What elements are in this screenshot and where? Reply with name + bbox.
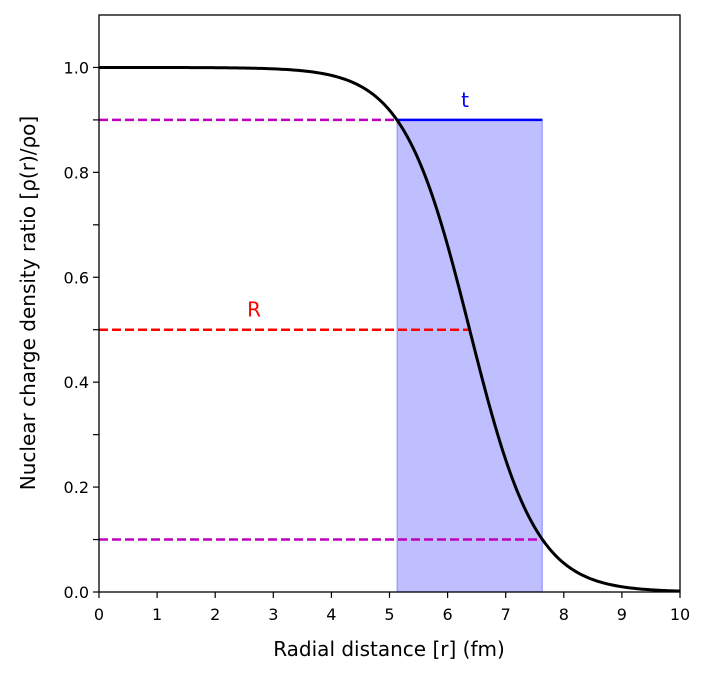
y-tick-label: 0.0 xyxy=(64,583,89,602)
x-tick-label: 9 xyxy=(617,605,627,624)
x-tick-label: 5 xyxy=(384,605,394,624)
y-tick-label: 0.2 xyxy=(64,478,89,497)
annotation-t: t xyxy=(461,88,469,112)
x-tick-label: 10 xyxy=(670,605,690,624)
y-tick-label: 0.4 xyxy=(64,373,89,392)
x-tick-label: 1 xyxy=(152,605,162,624)
y-tick-label: 0.8 xyxy=(64,163,89,182)
density-curve-0 xyxy=(99,65,681,593)
x-tick-label: 8 xyxy=(559,605,569,624)
x-tick-label: 2 xyxy=(210,605,220,624)
shaded-region xyxy=(396,119,543,593)
x-tick-label: 0 xyxy=(94,605,104,624)
plot-frame xyxy=(98,14,681,593)
y-tick-label: 0.6 xyxy=(64,268,89,287)
x-tick-label: 4 xyxy=(326,605,336,624)
annotation-R: R xyxy=(247,298,261,322)
y-axis-label: Nuclear charge density ratio [ρ(r)/ρo] xyxy=(16,116,40,490)
x-axis-label: Radial distance [r] (fm) xyxy=(273,637,505,661)
y-tick-label: 1.0 xyxy=(64,58,89,77)
x-tick-label: 3 xyxy=(268,605,278,624)
x-tick-label: 7 xyxy=(501,605,511,624)
x-tick-label: 6 xyxy=(443,605,453,624)
